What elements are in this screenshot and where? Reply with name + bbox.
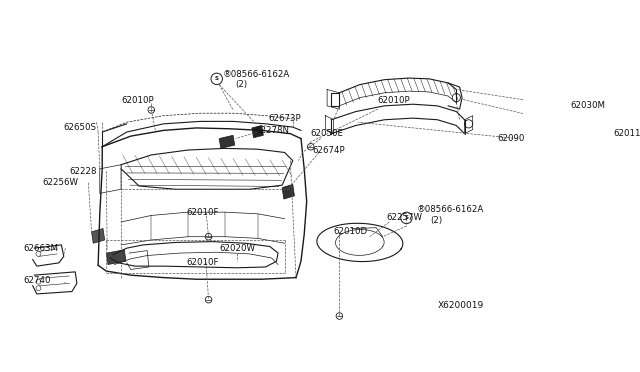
Text: 62011B: 62011B bbox=[613, 129, 640, 138]
Text: 62663M: 62663M bbox=[23, 244, 58, 253]
Text: 62256W: 62256W bbox=[42, 178, 79, 187]
Text: 62010F: 62010F bbox=[186, 208, 219, 217]
Text: 62010P: 62010P bbox=[121, 96, 154, 105]
Text: 62010P: 62010P bbox=[378, 96, 410, 105]
Text: (2): (2) bbox=[236, 80, 248, 89]
Text: 62050E: 62050E bbox=[311, 129, 344, 138]
Text: ®08566-6162A: ®08566-6162A bbox=[223, 70, 290, 79]
Text: 62228: 62228 bbox=[70, 167, 97, 176]
Text: 62673P: 62673P bbox=[268, 115, 301, 124]
Text: 62030M: 62030M bbox=[571, 101, 606, 110]
Polygon shape bbox=[219, 135, 235, 148]
Text: 62020W: 62020W bbox=[219, 244, 255, 253]
Text: 62090: 62090 bbox=[497, 134, 525, 143]
Polygon shape bbox=[92, 228, 105, 243]
Text: S: S bbox=[404, 215, 408, 220]
Polygon shape bbox=[282, 185, 294, 199]
Text: X6200019: X6200019 bbox=[438, 301, 484, 310]
Text: 62674P: 62674P bbox=[312, 145, 345, 154]
Text: 62740: 62740 bbox=[23, 276, 51, 285]
Text: 62257W: 62257W bbox=[386, 214, 422, 222]
Text: 62010F: 62010F bbox=[186, 259, 219, 267]
Text: ®08566-6162A: ®08566-6162A bbox=[417, 205, 484, 214]
Text: (2): (2) bbox=[430, 216, 442, 225]
Polygon shape bbox=[106, 250, 126, 264]
Text: 62010D: 62010D bbox=[333, 227, 368, 236]
Text: S: S bbox=[215, 76, 219, 81]
Text: 62650S: 62650S bbox=[64, 124, 97, 132]
Text: 62278N: 62278N bbox=[255, 126, 289, 135]
Polygon shape bbox=[252, 125, 263, 138]
